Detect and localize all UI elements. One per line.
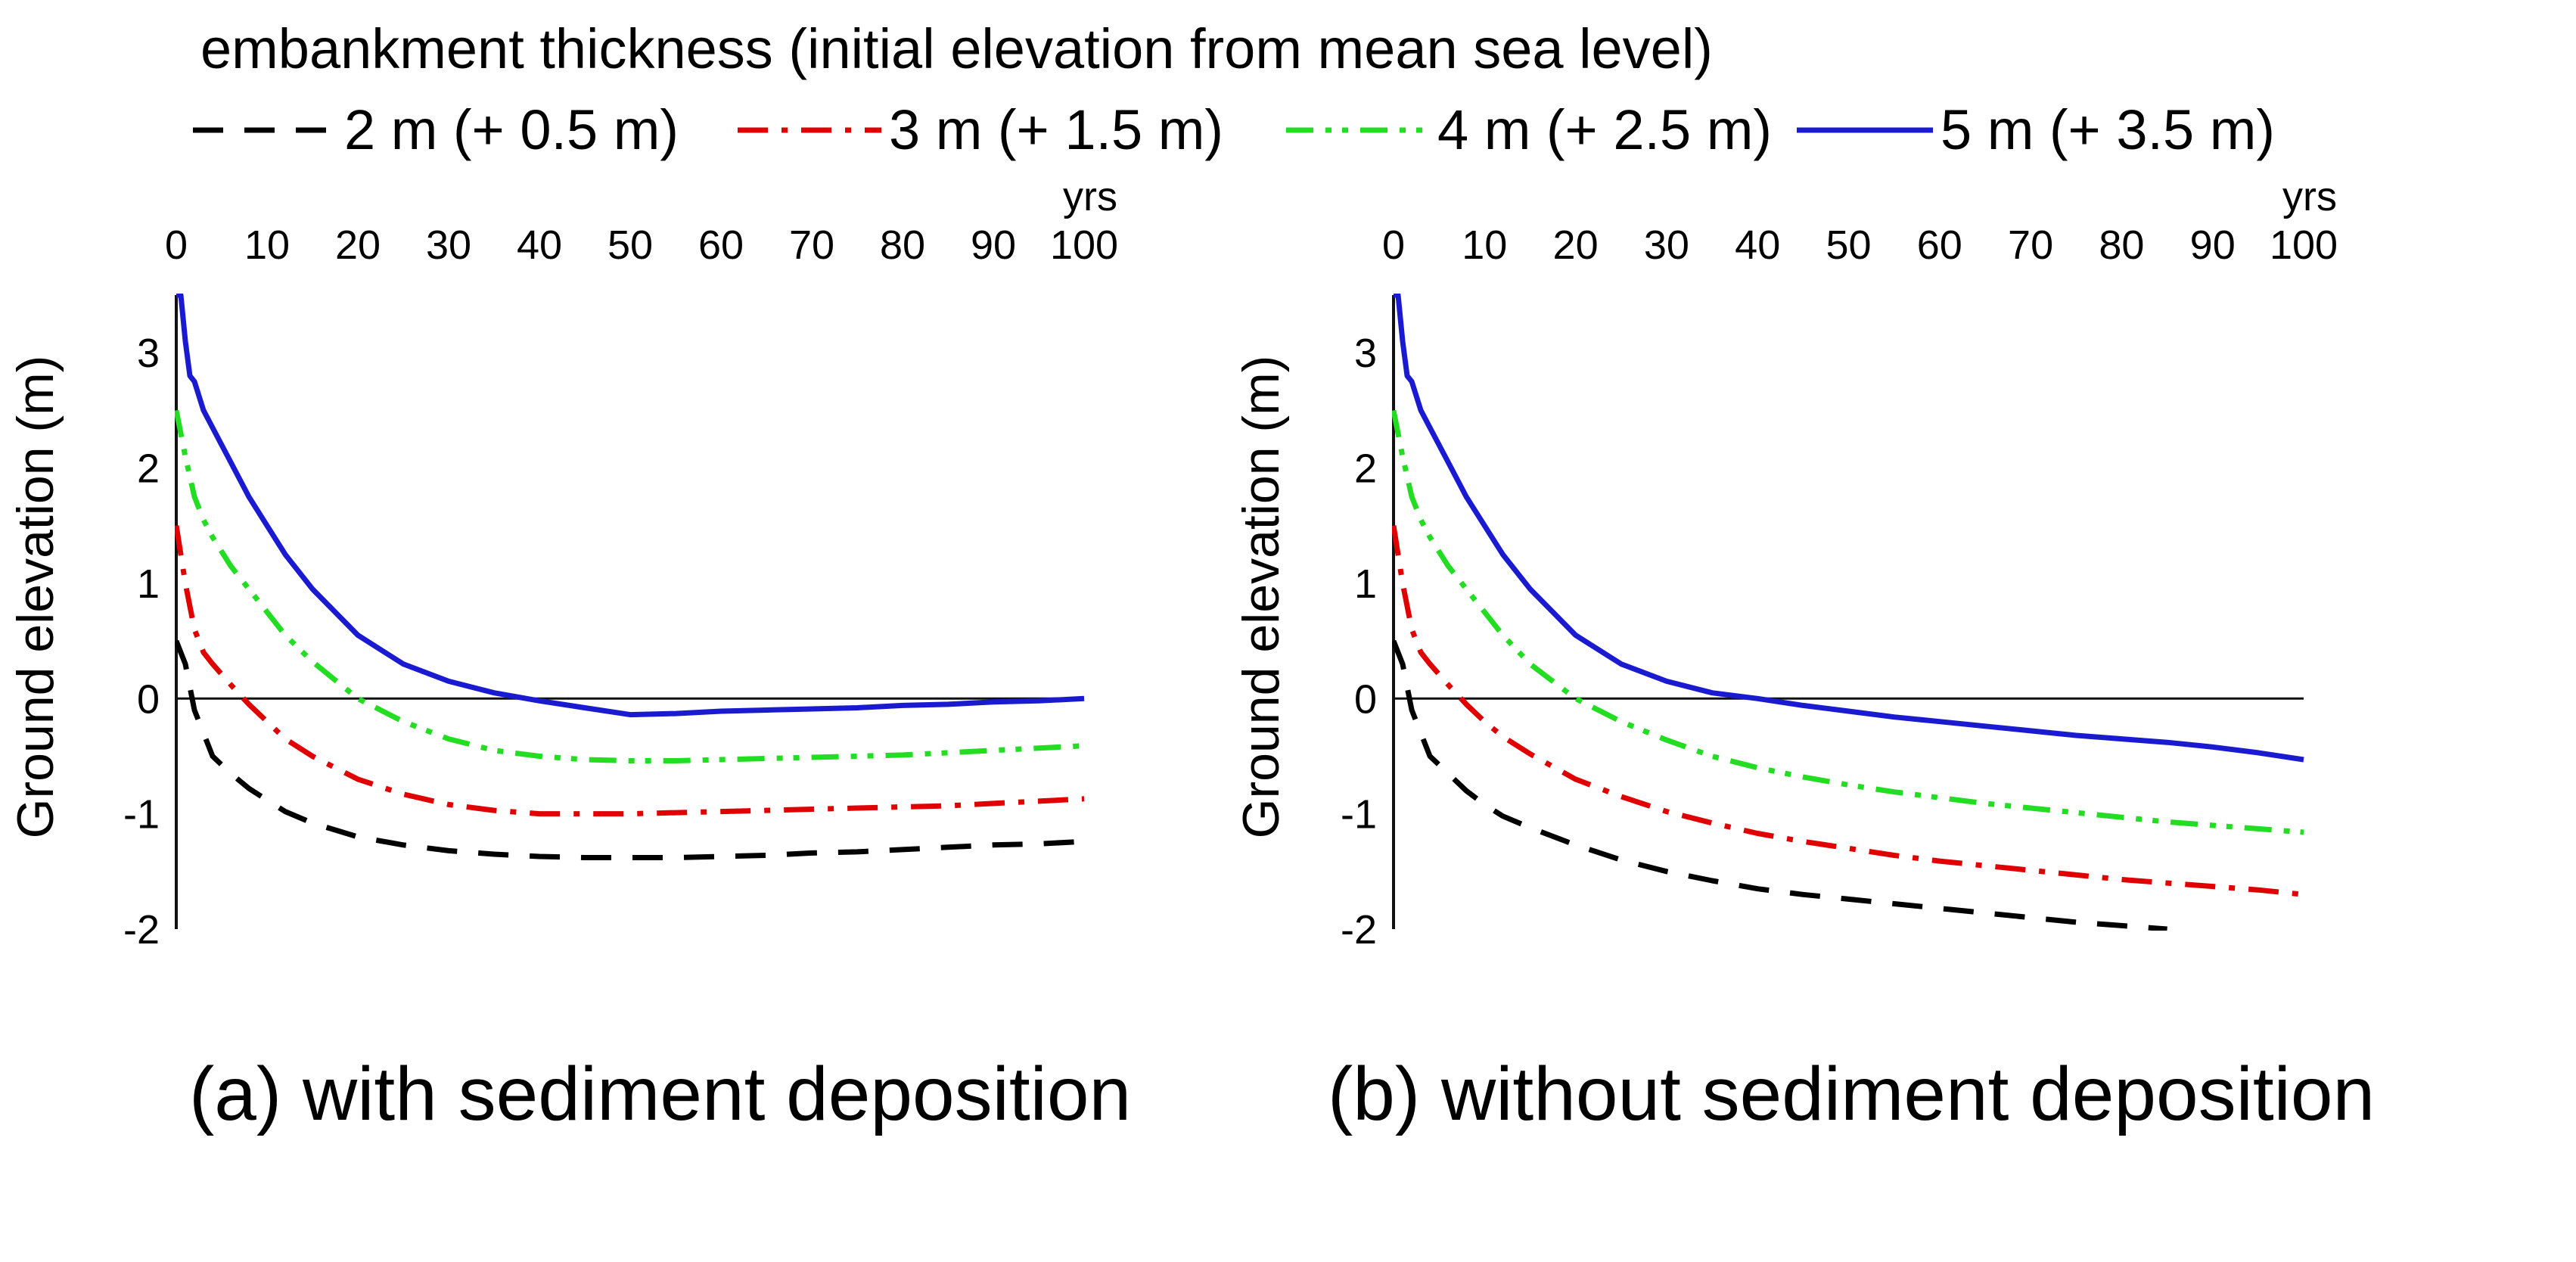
x-tick-label: 40 [1735, 222, 1780, 268]
legend: embankment thickness (initial elevation … [193, 17, 2275, 161]
x-tick-label: 0 [1382, 222, 1405, 268]
series-group [175, 294, 1085, 860]
y-tick-label: 2 [1354, 446, 1377, 492]
series-line [175, 525, 1085, 817]
legend-entries: 2 m (+ 0.5 m) 3 m (+ 1.5 m) 4 m (+ 2.5 m) 5… [193, 98, 2275, 161]
y-tick-label: 2 [137, 446, 160, 492]
panel-caption: (a) with sediment deposition [189, 1052, 1131, 1136]
series-line [176, 294, 1085, 718]
y-tick-label: -2 [1341, 907, 1377, 953]
y-tick-label: 3 [137, 331, 160, 376]
series-line [175, 409, 1085, 763]
x-tick-label: 100 [2270, 222, 2338, 268]
x-tick-label: 50 [607, 222, 653, 268]
legend-entry: 3 m (+ 1.5 m) [738, 98, 1223, 161]
y-tick-label: 0 [137, 676, 160, 722]
legend-label: 3 m (+ 1.5 m) [889, 98, 1223, 161]
y-tick-label: 1 [137, 561, 160, 607]
series-line [1392, 639, 2167, 931]
legend-entry: 5 m (+ 3.5 m) [1797, 98, 2275, 161]
x-tick-label: 10 [244, 222, 290, 268]
x-tick-label: 70 [2008, 222, 2053, 268]
x-tick-label: 40 [517, 222, 562, 268]
y-tick-label: -2 [123, 907, 160, 953]
legend-label: 5 m (+ 3.5 m) [1941, 98, 2275, 161]
legend-label: 4 m (+ 2.5 m) [1437, 98, 1772, 161]
y-tick-label: -1 [1341, 792, 1377, 838]
legend-title: embankment thickness (initial elevation … [200, 17, 1713, 80]
y-tick-label: -1 [123, 792, 160, 838]
y-axis-label: Ground elevation (m) [7, 356, 64, 839]
y-tick-label: 3 [1354, 331, 1377, 376]
x-tick-label: 100 [1050, 222, 1118, 268]
x-tick-label: 20 [335, 222, 381, 268]
series-line [1394, 294, 2304, 763]
series-group [1392, 294, 2304, 931]
x-tick-label: 20 [1553, 222, 1599, 268]
x-tick-label: 50 [1826, 222, 1871, 268]
x-tick-label: 70 [789, 222, 834, 268]
series-line [175, 639, 1085, 860]
y-tick-label: 0 [1354, 676, 1377, 722]
x-tick-label: 10 [1462, 222, 1507, 268]
x-tick-label: 30 [426, 222, 471, 268]
x-tick-label: 0 [165, 222, 188, 268]
y-axis-label: Ground elevation (m) [1232, 356, 1290, 839]
series-line [1392, 525, 2304, 897]
legend-label: 2 m (+ 0.5 m) [344, 98, 679, 161]
x-axis-label: yrs [1063, 174, 1117, 219]
panel-caption: (b) without sediment deposition [1328, 1052, 2375, 1136]
x-tick-label: 60 [698, 222, 744, 268]
legend-entry: 2 m (+ 0.5 m) [193, 98, 679, 161]
x-tick-label: 90 [2190, 222, 2236, 268]
x-tick-label: 90 [971, 222, 1016, 268]
x-axis-label: yrs [2282, 174, 2337, 219]
y-tick-label: 1 [1354, 561, 1377, 607]
x-tick-label: 80 [2099, 222, 2144, 268]
x-tick-label: 80 [880, 222, 925, 268]
legend-entry: 4 m (+ 2.5 m) [1286, 98, 1772, 161]
x-tick-label: 30 [1644, 222, 1689, 268]
series-line [1392, 409, 2304, 835]
x-tick-label: 60 [1917, 222, 1962, 268]
